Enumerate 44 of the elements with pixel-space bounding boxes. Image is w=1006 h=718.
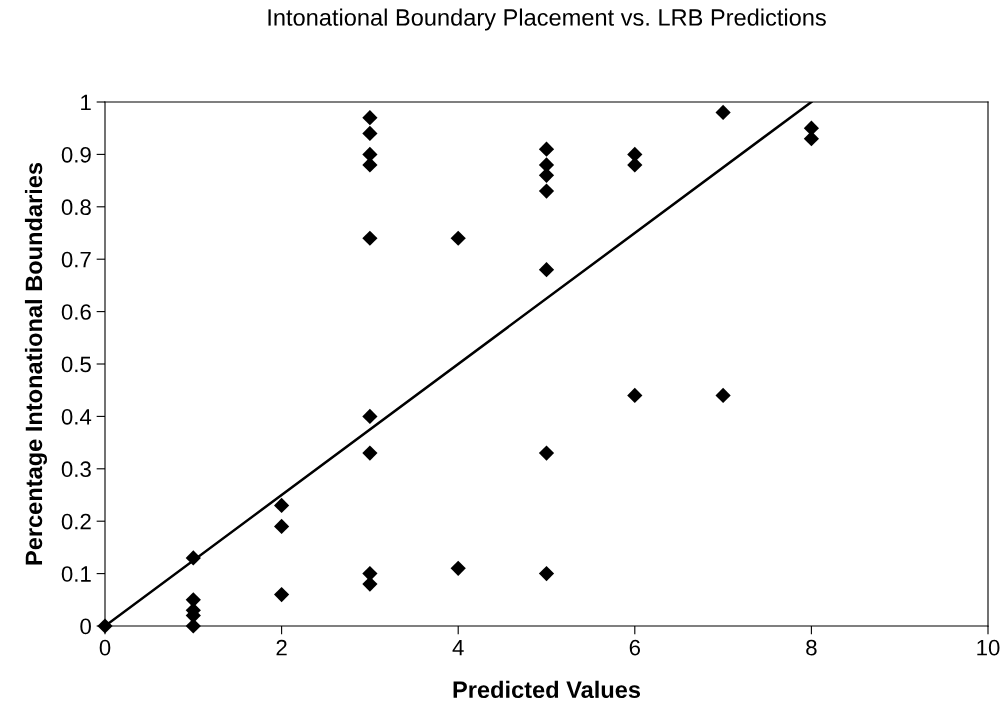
point (362, 576, 378, 592)
x-tick-label: 8 (806, 639, 817, 656)
point (273, 586, 290, 603)
y-axis-title: Percentage Intonational Boundaries (24, 162, 48, 565)
point (538, 565, 555, 582)
y-tick-label: 1 (81, 94, 91, 111)
x-tick-label: 4 (452, 640, 464, 656)
y-tick-label: 0.1 (61, 566, 91, 582)
point (362, 408, 378, 425)
x-tick-label: 10 (977, 639, 1000, 656)
point (627, 157, 643, 173)
y-tick-label: 0.4 (61, 408, 92, 425)
point (538, 262, 555, 278)
chart-title: Intonational Boundary Placement vs. LRB Predictions (268, 8, 826, 31)
point (803, 131, 820, 147)
point (715, 104, 731, 121)
point (538, 141, 555, 157)
point (362, 157, 378, 173)
point (715, 387, 731, 404)
point (185, 550, 201, 566)
point (273, 497, 290, 514)
point (538, 445, 555, 461)
y-tick-label: 0.3 (61, 461, 91, 478)
y-tick-label: 0.6 (61, 304, 91, 320)
x-tick-label: 0 (99, 639, 111, 656)
point (450, 560, 466, 576)
y-tick-label: 0.9 (61, 146, 91, 163)
point (362, 125, 378, 142)
point (362, 445, 378, 461)
y-tick-label: 0 (80, 618, 91, 635)
point (185, 618, 201, 634)
y-tick-label: 0.2 (61, 513, 91, 530)
y-tick-label: 0.8 (61, 199, 91, 216)
point (273, 518, 290, 535)
x-tick-label: 2 (276, 639, 287, 656)
x-tick-label: 6 (629, 639, 640, 656)
point (362, 230, 378, 246)
y-tick-label: 0.7 (61, 251, 91, 268)
point (362, 110, 378, 126)
y-tick-label: 0.5 (61, 356, 91, 373)
point (627, 387, 643, 404)
point (538, 183, 555, 199)
point (450, 230, 466, 246)
x-axis-title: Predicted Values (453, 680, 641, 699)
